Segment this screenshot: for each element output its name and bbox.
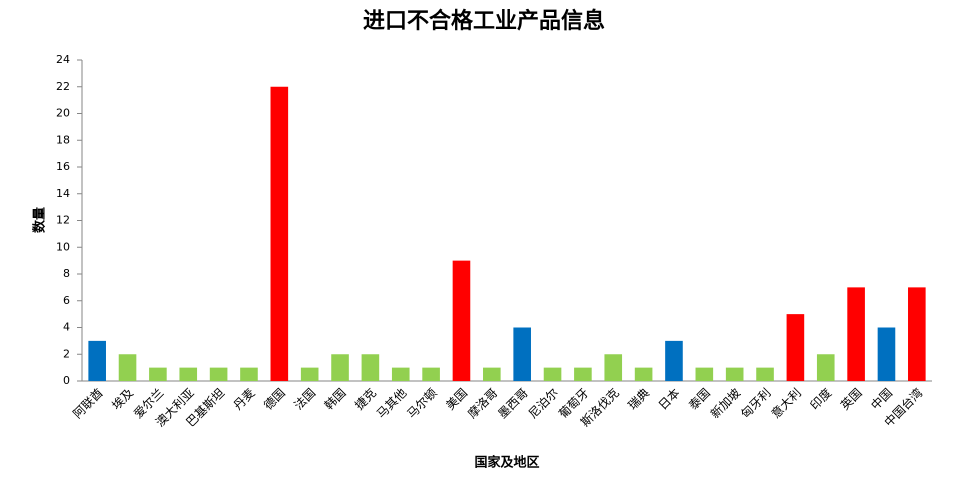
bar [634, 367, 653, 381]
x-tick-label: 印度 [807, 385, 835, 413]
x-tick-label: 阿联酋 [70, 385, 106, 421]
bar [240, 367, 258, 381]
x-tick-label: 法国 [291, 386, 318, 413]
bar [300, 367, 319, 381]
x-tick-label: 美国 [443, 386, 470, 413]
bar [149, 367, 167, 381]
x-tick-label: 新加坡 [707, 385, 743, 421]
bar [695, 367, 714, 381]
x-tick-label: 德国 [260, 385, 288, 413]
x-tick-label: 英国 [838, 386, 865, 413]
x-tick-label: 捷克 [352, 386, 379, 413]
bar [756, 367, 774, 381]
bar [422, 367, 440, 381]
x-tick-label: 埃及 [109, 386, 136, 413]
y-tick-label: 8 [63, 267, 70, 280]
y-tick-label: 20 [56, 107, 70, 120]
x-tick-label: 泰国 [686, 386, 713, 413]
y-tick-label: 0 [63, 374, 70, 387]
bar [179, 367, 198, 381]
bar [118, 354, 137, 381]
y-axis-title: 数量 [32, 207, 48, 233]
bar [574, 367, 592, 381]
bar [88, 340, 106, 381]
bar [877, 327, 896, 381]
x-tick-label: 摩洛哥 [464, 385, 500, 421]
bar [786, 314, 805, 381]
x-tick-label: 马尔顿 [404, 385, 440, 421]
bar [513, 327, 531, 381]
y-tick-label: 2 [63, 347, 70, 360]
y-tick-label: 14 [56, 187, 70, 200]
x-tick-label: 中国 [867, 385, 895, 413]
x-tick-label: 尼泊尔 [525, 385, 561, 421]
bar [543, 367, 562, 381]
bar [483, 367, 501, 381]
bar [209, 367, 228, 381]
bar [816, 354, 835, 381]
bar [665, 340, 683, 381]
bar [847, 287, 865, 381]
y-tick-label: 6 [63, 294, 70, 307]
bar [270, 86, 289, 381]
x-tick-label: 墨西哥 [495, 386, 530, 421]
x-tick-label: 瑞典 [625, 386, 652, 413]
x-axis-title: 国家及地区 [474, 455, 539, 471]
y-tick-label: 18 [56, 133, 70, 146]
bar [391, 367, 410, 381]
x-tick-label: 日本 [656, 386, 683, 413]
x-tick-label: 韩国 [321, 385, 349, 413]
x-tick-label: 意大利 [768, 385, 804, 421]
x-tick-label: 马其他 [374, 386, 409, 421]
x-tick-label: 丹麦 [231, 386, 258, 413]
bar [725, 367, 744, 381]
y-tick-label: 12 [56, 214, 70, 227]
bar [361, 354, 380, 381]
y-tick-label: 24 [56, 53, 70, 66]
bar [604, 354, 623, 381]
y-tick-label: 10 [56, 240, 70, 253]
y-tick-label: 16 [56, 160, 70, 173]
bar [331, 354, 349, 381]
chart-title: 进口不合格工业产品信息 [363, 8, 605, 34]
y-tick-label: 22 [56, 80, 70, 93]
bar [452, 260, 471, 381]
bar [908, 287, 926, 381]
y-tick-label: 4 [63, 321, 70, 334]
x-tick-label: 匈牙利 [738, 386, 773, 421]
